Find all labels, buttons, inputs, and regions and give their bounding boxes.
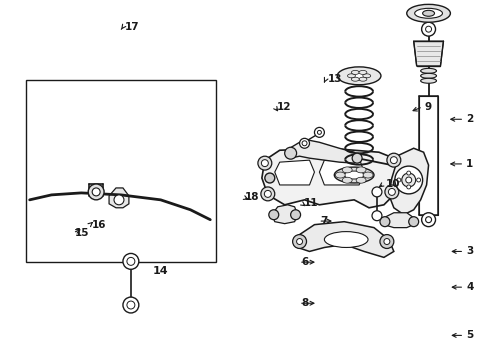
Circle shape (395, 166, 422, 194)
Circle shape (261, 187, 275, 201)
Circle shape (397, 178, 401, 182)
Ellipse shape (420, 73, 437, 78)
Ellipse shape (342, 167, 352, 173)
Text: 10: 10 (386, 179, 400, 189)
Circle shape (123, 253, 139, 269)
Text: 8: 8 (301, 298, 308, 308)
Ellipse shape (359, 71, 367, 75)
Ellipse shape (351, 77, 359, 81)
Ellipse shape (422, 10, 435, 16)
Ellipse shape (344, 171, 364, 179)
Circle shape (285, 147, 296, 159)
Circle shape (385, 185, 399, 199)
Text: 5: 5 (466, 330, 473, 341)
Circle shape (269, 210, 279, 220)
Circle shape (391, 157, 397, 164)
Circle shape (380, 217, 390, 227)
Circle shape (92, 188, 100, 196)
Circle shape (426, 26, 432, 32)
Circle shape (127, 257, 135, 265)
Circle shape (384, 239, 390, 244)
Circle shape (372, 211, 382, 221)
Ellipse shape (347, 74, 355, 78)
Circle shape (421, 213, 436, 227)
Circle shape (372, 187, 382, 197)
Text: 13: 13 (328, 74, 342, 84)
Polygon shape (384, 213, 414, 228)
Text: 3: 3 (466, 247, 473, 256)
Circle shape (264, 190, 271, 197)
Ellipse shape (363, 74, 371, 78)
Text: 6: 6 (301, 257, 308, 267)
Circle shape (426, 217, 432, 223)
Polygon shape (418, 96, 439, 215)
Circle shape (387, 153, 401, 167)
Circle shape (407, 185, 411, 189)
Ellipse shape (324, 231, 368, 247)
Circle shape (406, 177, 412, 183)
Circle shape (409, 217, 418, 227)
Text: 4: 4 (466, 282, 474, 292)
Text: 15: 15 (75, 228, 89, 238)
Text: 1: 1 (466, 159, 473, 169)
Ellipse shape (335, 172, 345, 178)
Ellipse shape (334, 167, 374, 183)
Circle shape (302, 141, 307, 146)
Circle shape (352, 153, 362, 163)
Ellipse shape (351, 71, 359, 75)
Ellipse shape (356, 177, 366, 183)
Circle shape (261, 159, 269, 167)
Polygon shape (295, 222, 394, 257)
Polygon shape (389, 148, 429, 215)
Ellipse shape (415, 8, 442, 18)
Text: 17: 17 (125, 22, 140, 32)
Circle shape (265, 173, 275, 183)
Circle shape (416, 178, 420, 182)
Text: 12: 12 (276, 102, 291, 112)
Circle shape (291, 210, 300, 220)
Polygon shape (275, 160, 315, 185)
Ellipse shape (337, 67, 381, 85)
Polygon shape (286, 140, 357, 163)
Text: 2: 2 (466, 114, 473, 124)
Circle shape (114, 195, 124, 205)
Ellipse shape (356, 167, 366, 173)
Ellipse shape (351, 72, 367, 80)
Ellipse shape (420, 78, 437, 83)
Polygon shape (109, 188, 129, 208)
Circle shape (293, 235, 307, 248)
Ellipse shape (342, 177, 352, 183)
Circle shape (127, 301, 135, 309)
Text: 18: 18 (245, 192, 260, 202)
Text: 16: 16 (92, 220, 106, 230)
Circle shape (296, 239, 302, 244)
Bar (26, 80, 216, 262)
Circle shape (315, 127, 324, 137)
Ellipse shape (359, 77, 367, 81)
Circle shape (88, 184, 104, 200)
Circle shape (402, 173, 416, 187)
Polygon shape (319, 158, 364, 185)
Ellipse shape (363, 172, 373, 178)
Text: 7: 7 (320, 216, 328, 226)
Circle shape (318, 130, 321, 134)
Text: 11: 11 (303, 198, 318, 208)
Circle shape (258, 156, 272, 170)
Text: 9: 9 (425, 102, 432, 112)
Polygon shape (272, 205, 297, 224)
Polygon shape (414, 41, 443, 66)
Text: 14: 14 (152, 266, 168, 276)
Circle shape (299, 138, 310, 148)
Ellipse shape (420, 68, 437, 73)
Ellipse shape (407, 4, 450, 22)
Circle shape (407, 171, 411, 175)
Circle shape (123, 297, 139, 313)
Circle shape (389, 188, 395, 195)
Circle shape (380, 235, 394, 248)
Polygon shape (262, 148, 399, 208)
Circle shape (421, 22, 436, 36)
